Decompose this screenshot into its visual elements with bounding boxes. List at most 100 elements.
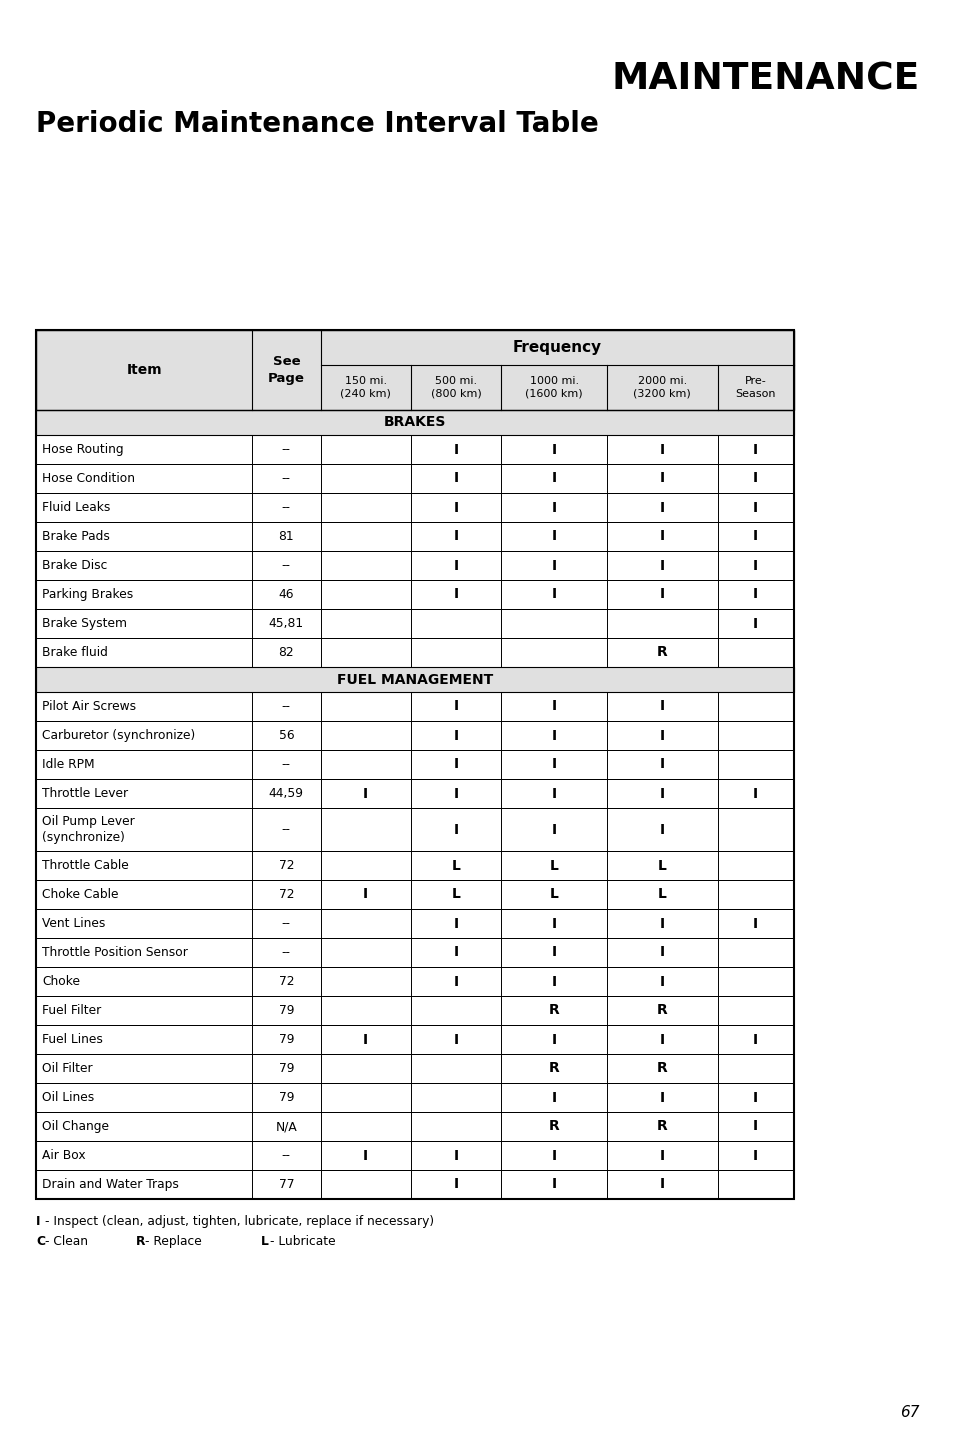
- Text: I: I: [753, 1032, 758, 1047]
- Text: I: I: [363, 1149, 368, 1163]
- Text: N/A: N/A: [275, 1120, 297, 1133]
- Text: I: I: [36, 1216, 40, 1229]
- Text: I: I: [551, 587, 557, 602]
- Text: I: I: [454, 471, 458, 486]
- Bar: [36, 692, 793, 721]
- Text: I: I: [753, 442, 758, 457]
- Bar: [36, 1054, 793, 1083]
- Bar: [36, 779, 793, 808]
- Text: I: I: [659, 699, 664, 714]
- Text: Oil Lines: Oil Lines: [42, 1090, 94, 1104]
- Text: I: I: [454, 1032, 458, 1047]
- Bar: [36, 1083, 793, 1112]
- Text: Throttle Lever: Throttle Lever: [42, 787, 128, 800]
- Bar: [36, 580, 793, 609]
- Text: Fuel Lines: Fuel Lines: [42, 1032, 103, 1045]
- Bar: [36, 909, 793, 938]
- Bar: [36, 667, 793, 692]
- Text: I: I: [659, 500, 664, 515]
- Bar: [36, 522, 793, 551]
- Text: --: --: [281, 758, 291, 771]
- Bar: [36, 1112, 793, 1141]
- Text: I: I: [551, 945, 557, 960]
- Text: 79: 79: [278, 1005, 294, 1016]
- Bar: [36, 1025, 793, 1054]
- Bar: [36, 938, 793, 967]
- Bar: [36, 1112, 793, 1141]
- Bar: [36, 967, 793, 996]
- Text: I: I: [551, 558, 557, 573]
- Text: I: I: [454, 500, 458, 515]
- Bar: [36, 880, 793, 909]
- Text: I: I: [551, 471, 557, 486]
- Text: C: C: [36, 1234, 45, 1248]
- Text: 82: 82: [278, 646, 294, 659]
- Text: I: I: [753, 500, 758, 515]
- Text: L: L: [549, 858, 558, 872]
- Text: I: I: [551, 916, 557, 931]
- Text: I: I: [551, 1149, 557, 1163]
- Text: - Replace: - Replace: [145, 1234, 201, 1248]
- Text: I: I: [659, 728, 664, 743]
- Text: Brake fluid: Brake fluid: [42, 646, 108, 659]
- Bar: [36, 609, 793, 638]
- Bar: [36, 851, 793, 880]
- Text: I: I: [454, 916, 458, 931]
- Bar: [36, 464, 793, 493]
- Text: Vent Lines: Vent Lines: [42, 917, 105, 931]
- Bar: [36, 692, 793, 721]
- Text: 72: 72: [278, 976, 294, 989]
- Text: I: I: [454, 699, 458, 714]
- Bar: [36, 808, 793, 851]
- Text: 79: 79: [278, 1032, 294, 1045]
- Text: R: R: [657, 1120, 667, 1134]
- Text: Item: Item: [126, 364, 162, 377]
- Text: 79: 79: [278, 1061, 294, 1075]
- Text: --: --: [281, 1149, 291, 1162]
- Text: I: I: [659, 945, 664, 960]
- Text: I: I: [753, 1120, 758, 1134]
- Bar: [36, 967, 793, 996]
- Bar: [36, 1170, 793, 1200]
- Text: --: --: [281, 947, 291, 960]
- Text: L: L: [658, 887, 666, 901]
- Text: Oil Filter: Oil Filter: [42, 1061, 92, 1075]
- Bar: [36, 580, 793, 609]
- Text: 72: 72: [278, 859, 294, 872]
- Text: I: I: [659, 1032, 664, 1047]
- Text: L: L: [452, 858, 460, 872]
- Text: I: I: [659, 558, 664, 573]
- Text: Brake Pads: Brake Pads: [42, 531, 110, 542]
- Text: Brake Disc: Brake Disc: [42, 558, 108, 571]
- Bar: [36, 551, 793, 580]
- Text: I: I: [551, 1032, 557, 1047]
- Text: R: R: [657, 646, 667, 660]
- Text: I: I: [551, 823, 557, 836]
- Text: FUEL MANAGEMENT: FUEL MANAGEMENT: [336, 673, 493, 686]
- Text: 150 mi.
(240 km): 150 mi. (240 km): [340, 377, 391, 398]
- Text: - Inspect (clean, adjust, tighten, lubricate, replace if necessary): - Inspect (clean, adjust, tighten, lubri…: [45, 1216, 434, 1229]
- Text: I: I: [454, 442, 458, 457]
- Text: I: I: [659, 758, 664, 772]
- Text: L: L: [658, 858, 666, 872]
- Text: R: R: [657, 1003, 667, 1018]
- Bar: [36, 808, 793, 851]
- Text: I: I: [659, 823, 664, 836]
- Text: I: I: [659, 1090, 664, 1105]
- Text: I: I: [753, 1090, 758, 1105]
- Text: See
Page: See Page: [268, 355, 304, 385]
- Bar: [36, 1141, 793, 1170]
- Text: Air Box: Air Box: [42, 1149, 86, 1162]
- Text: Throttle Position Sensor: Throttle Position Sensor: [42, 947, 188, 960]
- Text: I: I: [454, 558, 458, 573]
- Text: I: I: [659, 587, 664, 602]
- Bar: [36, 1054, 793, 1083]
- Text: L: L: [261, 1234, 269, 1248]
- Text: I: I: [659, 974, 664, 989]
- Text: Choke Cable: Choke Cable: [42, 888, 118, 901]
- Text: I: I: [753, 558, 758, 573]
- Text: 81: 81: [278, 531, 294, 542]
- Text: I: I: [659, 916, 664, 931]
- Text: I: I: [363, 887, 368, 901]
- Text: I: I: [551, 787, 557, 801]
